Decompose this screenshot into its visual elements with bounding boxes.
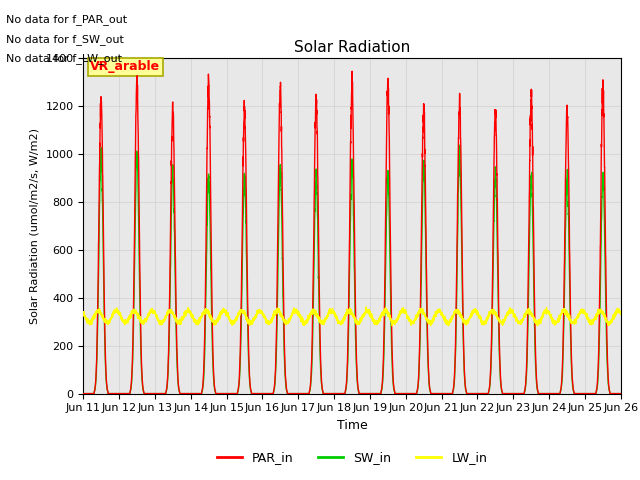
Legend: PAR_in, SW_in, LW_in: PAR_in, SW_in, LW_in [212, 446, 492, 469]
Text: No data for f_SW_out: No data for f_SW_out [6, 34, 124, 45]
Text: VR_arable: VR_arable [90, 60, 160, 73]
Title: Solar Radiation: Solar Radiation [294, 40, 410, 55]
X-axis label: Time: Time [337, 419, 367, 432]
Y-axis label: Solar Radiation (umol/m2/s, W/m2): Solar Radiation (umol/m2/s, W/m2) [30, 128, 40, 324]
Text: No data for f_LW_out: No data for f_LW_out [6, 53, 122, 64]
Text: No data for f_PAR_out: No data for f_PAR_out [6, 14, 127, 25]
